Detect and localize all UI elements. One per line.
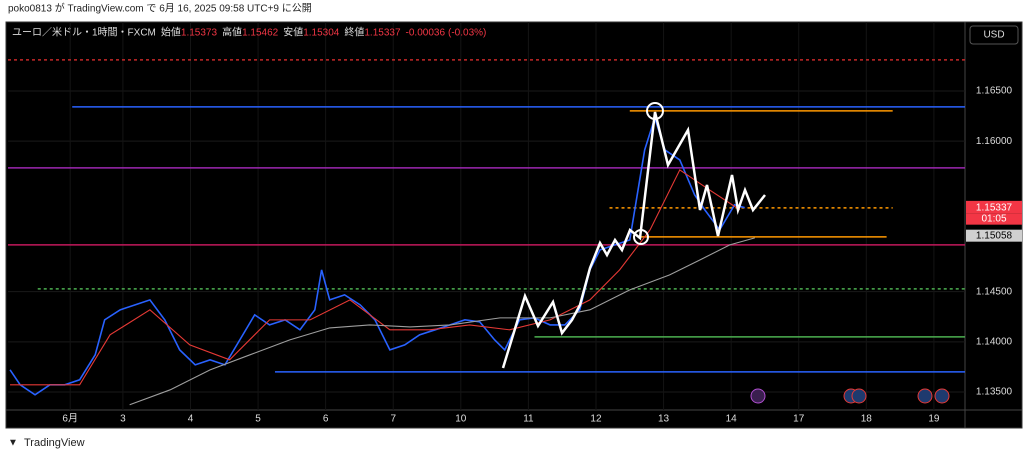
price-tag-label: 1.15058 bbox=[976, 230, 1013, 241]
x-tick-label: 11 bbox=[523, 414, 534, 425]
y-tick-label: 1.14000 bbox=[976, 336, 1013, 347]
brand-logo: ▼ bbox=[8, 438, 18, 449]
y-tick-label: 1.13500 bbox=[976, 387, 1013, 398]
price-tag bbox=[966, 201, 1022, 214]
y-tick-label: 1.16000 bbox=[976, 136, 1013, 147]
y-tick-label: 1.16500 bbox=[976, 86, 1013, 97]
ohlc-label: 高値 bbox=[222, 26, 242, 39]
event-icon[interactable] bbox=[917, 388, 933, 404]
plot bbox=[8, 22, 965, 410]
ohlc-value: 1.15337 bbox=[364, 28, 401, 39]
price-line bbox=[9, 115, 745, 396]
legend: ユーロ／米ドル・1時間・FXCM 始値 1.15373 高値 1.15462 安値 1.15… bbox=[12, 26, 486, 39]
published-note: poko0813 が TradingView.com で 6月 16, 2025… bbox=[8, 2, 312, 15]
x-tick-label: 10 bbox=[455, 414, 467, 425]
symbol-label: ユーロ／米ドル・1時間・FXCM bbox=[12, 26, 156, 39]
change-value: -0.00036 bbox=[406, 28, 446, 39]
price-tag-label: 1.15337 bbox=[976, 202, 1013, 213]
ohlc-label: 始値 bbox=[161, 26, 181, 39]
circle-annotation bbox=[633, 229, 649, 245]
ohlc-label: 終値 bbox=[344, 26, 364, 39]
x-tick-label: 5 bbox=[255, 414, 261, 425]
brand-name: TradingView bbox=[24, 437, 85, 449]
x-tick-label: 6 bbox=[323, 414, 329, 425]
x-tick-label: 19 bbox=[928, 414, 940, 425]
x-tick-label: 14 bbox=[726, 414, 738, 425]
event-icon[interactable] bbox=[750, 388, 766, 404]
x-tick-label: 17 bbox=[793, 414, 805, 425]
price-line bbox=[129, 237, 755, 406]
price-tag bbox=[966, 229, 1022, 242]
countdown-tag bbox=[966, 213, 1022, 225]
circle-annotation bbox=[646, 102, 664, 120]
zigzag-annotation bbox=[501, 111, 766, 369]
x-tick-label: 3 bbox=[120, 414, 126, 425]
event-icon[interactable] bbox=[934, 388, 950, 404]
ohlc-value: 1.15462 bbox=[242, 28, 279, 39]
x-tick-label: 12 bbox=[590, 414, 602, 425]
x-tick-label: 7 bbox=[390, 414, 396, 425]
currency-label: USD bbox=[983, 30, 1004, 41]
x-tick-label: 4 bbox=[188, 414, 194, 425]
x-tick-label: 18 bbox=[861, 414, 873, 425]
chart-bg bbox=[5, 21, 1023, 429]
currency-button[interactable] bbox=[969, 25, 1019, 45]
ohlc-value: 1.15304 bbox=[303, 28, 340, 39]
y-tick-label: 1.14500 bbox=[976, 286, 1013, 297]
change-percent: (-0.03%) bbox=[448, 28, 486, 39]
countdown-label: 01:05 bbox=[981, 213, 1006, 224]
x-tick-label: 13 bbox=[658, 414, 670, 425]
event-icon[interactable] bbox=[851, 388, 867, 404]
ohlc-label: 安値 bbox=[283, 26, 303, 39]
ohlc-value: 1.15373 bbox=[181, 28, 218, 39]
x-tick-label: 6月 bbox=[62, 413, 78, 425]
